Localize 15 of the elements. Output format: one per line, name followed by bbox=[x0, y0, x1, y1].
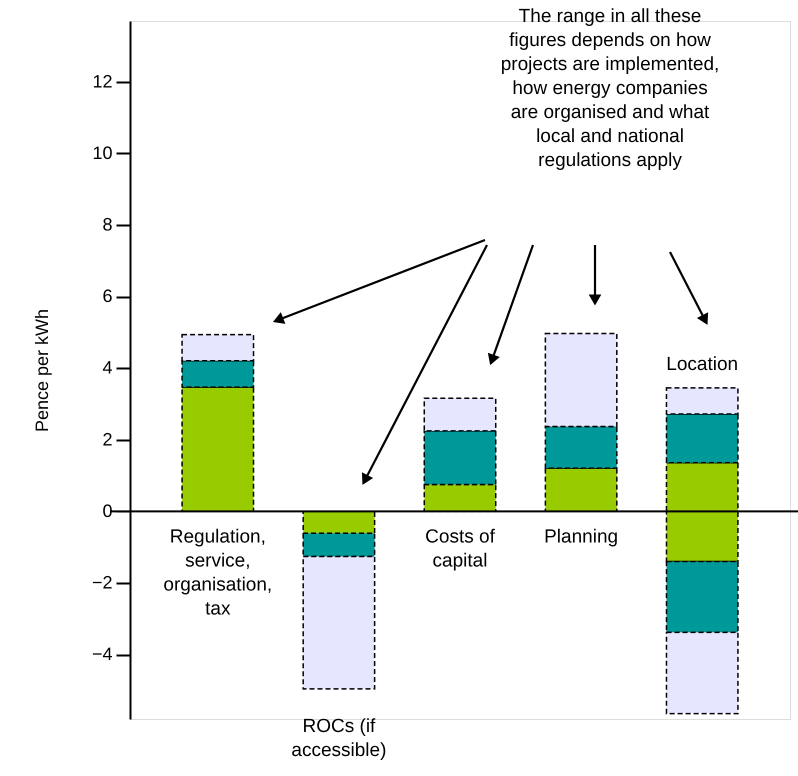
y-tick-label: 8 bbox=[102, 214, 112, 235]
y-tick-label: 2 bbox=[102, 429, 112, 450]
x-tick-label: Regulation, service, organisation, tax bbox=[163, 526, 272, 620]
y-tick-label: −4 bbox=[92, 644, 112, 664]
y-tick-label: 4 bbox=[102, 358, 112, 378]
y-tick-label: 12 bbox=[92, 71, 112, 92]
x-tick-label: ROCs (if accessible) bbox=[291, 716, 386, 761]
y-axis-title: Pence per kWh bbox=[32, 308, 52, 432]
x-tick-label: Location bbox=[666, 354, 738, 375]
x-tick-label: Planning bbox=[544, 526, 618, 548]
y-tick-label: 10 bbox=[92, 142, 112, 163]
annotation: The range in all these figures depends on how projects are implemented, how energy companies are organised and what local and national regulations apply bbox=[500, 6, 720, 171]
y-tick-label: 6 bbox=[102, 286, 112, 306]
x-tick-label: Costs of capital bbox=[425, 526, 496, 572]
y-tick-label: −2 bbox=[92, 572, 112, 592]
